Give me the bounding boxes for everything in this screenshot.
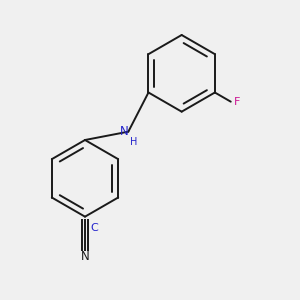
Text: H: H <box>130 137 137 147</box>
Text: N: N <box>81 250 89 263</box>
Text: N: N <box>120 125 128 138</box>
Text: F: F <box>233 97 240 107</box>
Text: C: C <box>90 223 98 233</box>
